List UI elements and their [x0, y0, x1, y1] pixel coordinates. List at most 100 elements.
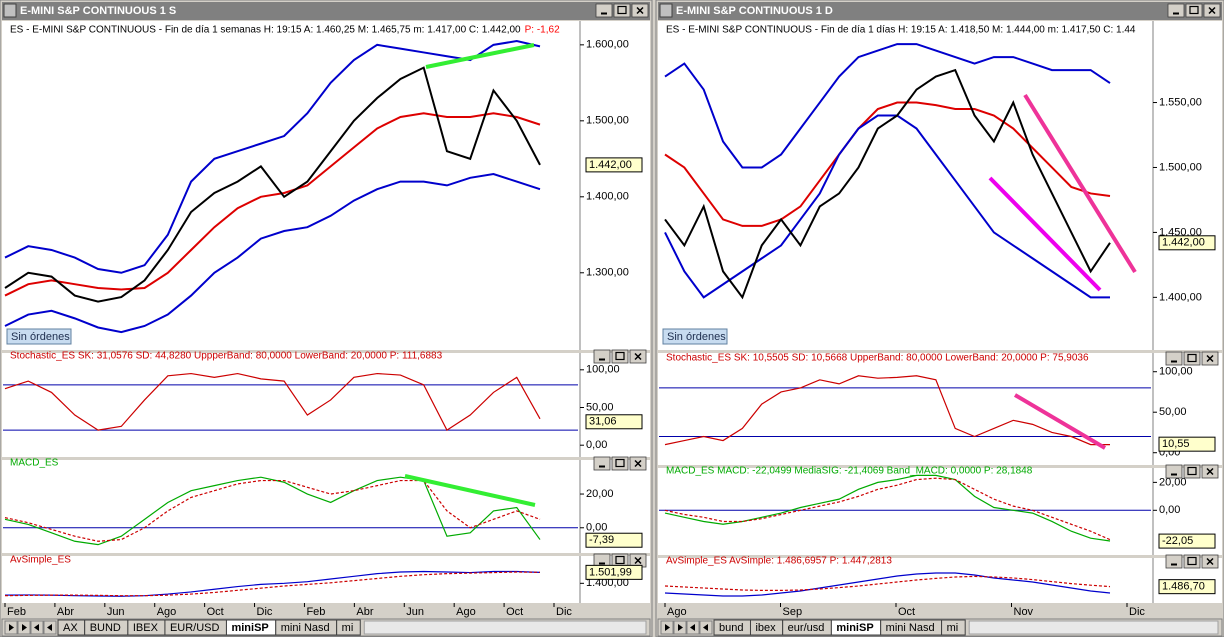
x-tick-label: Abr [57, 606, 74, 618]
value-tag-label: 31,06 [589, 416, 617, 428]
panel-button[interactable] [1165, 464, 1183, 479]
value-tag [1158, 436, 1216, 452]
value-tag [585, 532, 643, 548]
window-icon [659, 3, 673, 18]
series-line [664, 375, 1110, 446]
value-tag [585, 414, 643, 430]
panel-button-glyph [634, 556, 642, 565]
series-line [4, 66, 541, 303]
x-axis-strip [2, 603, 650, 619]
y-tick-label: 50,00 [586, 401, 614, 413]
trend-line [1013, 393, 1107, 450]
tab-nav-arrow [47, 624, 52, 631]
panel-button-glyph [615, 351, 625, 361]
panel-button-glyph [1206, 557, 1214, 566]
tab-label: BUND [90, 622, 121, 634]
tab-nav-arrow [678, 624, 683, 631]
series-line [4, 40, 541, 274]
panel-header: Stochastic_ES SK: 31,0576 SD: 44,8280 Up… [10, 351, 443, 362]
y-tick-label: 1.500,00 [586, 115, 629, 127]
y-tick-label: 1.400,00 [1159, 291, 1202, 303]
window-button[interactable] [595, 3, 613, 18]
panel-header: Stochastic_ES SK: 10,5505 SD: 10,5668 Up… [666, 353, 1089, 364]
series-line [664, 68, 1111, 300]
window-title: E-MINI S&P CONTINUOUS 1 D [676, 5, 833, 17]
trend-line [425, 43, 535, 69]
x-tick-label: Ago [456, 606, 476, 618]
series-line [4, 172, 541, 334]
x-tick-label: Dic [257, 606, 273, 618]
x-tick-label: Feb [7, 606, 26, 618]
panel-button-glyph [1206, 467, 1214, 476]
series-line [4, 571, 541, 597]
x-axis-strip [658, 603, 1222, 619]
panel-button[interactable] [1165, 351, 1183, 366]
tab-nav-arrow [9, 624, 14, 631]
panel-button-glyph [615, 555, 625, 565]
value-tag-label: -7,39 [589, 534, 614, 546]
tab[interactable] [941, 619, 966, 636]
y-tick-label: 1.300,00 [586, 267, 629, 279]
panel-button[interactable] [593, 456, 611, 471]
tab-label: AX [63, 622, 78, 634]
panel-button-glyph [1206, 354, 1214, 363]
value-tag-label: 10,55 [1162, 438, 1190, 450]
trend-line [1023, 93, 1137, 274]
y-tick-label: 1.400,00 [586, 577, 629, 589]
series-line [664, 43, 1111, 169]
panel-header: AvSimple_ES [10, 555, 71, 566]
panel-separator [658, 465, 1222, 468]
x-tick-label: Feb [306, 606, 325, 618]
value-tag [1158, 235, 1216, 251]
y-tick-label: 1.500,00 [1159, 161, 1202, 173]
x-tick-label: Jun [107, 606, 125, 618]
chart-window: E-MINI S&P CONTINUOUS 1 S ES - E-MINI S&P… [0, 0, 653, 637]
panel-separator [2, 350, 650, 353]
value-tag-label: 1.442,00 [1162, 237, 1205, 249]
y-tick-label: 0,00 [586, 439, 607, 451]
tab-nav-arrow [665, 624, 670, 631]
orders-button-label: Sin órdenes [11, 331, 70, 343]
y-tick-label: 0,00 [1159, 504, 1180, 516]
tab[interactable] [336, 619, 361, 636]
tab-label: miniSP [836, 622, 873, 634]
value-tag-label: 1.442,00 [589, 159, 632, 171]
x-tick-label: Nov [1014, 606, 1034, 618]
value-tag-label: 1.486,70 [1162, 581, 1205, 593]
title-bar [2, 2, 650, 20]
value-tag [1158, 579, 1216, 595]
y-tick-label: 20,00 [586, 488, 614, 500]
y-tick-label: 100,00 [1159, 366, 1193, 378]
y-tick-label: 50,00 [1159, 406, 1187, 418]
tab-label: bund [719, 622, 743, 634]
chart-window: E-MINI S&P CONTINUOUS 1 D ES - E-MINI S&P… [655, 0, 1224, 637]
panel-button[interactable] [593, 349, 611, 364]
window-button-glyph [617, 5, 627, 15]
tab-scroll [968, 620, 1219, 635]
tab-label: mi [947, 622, 959, 634]
chart-area [658, 21, 1222, 603]
series-line [664, 572, 1111, 597]
series-line [4, 570, 541, 597]
value-tag [585, 564, 643, 580]
series-line [664, 575, 1111, 592]
title-bar [658, 2, 1222, 20]
tab-label: EUR/USD [170, 622, 220, 634]
series-line [664, 114, 1110, 299]
orders-button[interactable] [662, 328, 728, 345]
tab-label: miniSP [231, 622, 268, 634]
x-tick-label: Ago [157, 606, 177, 618]
orders-button[interactable] [6, 328, 72, 345]
tab-nav-arrow [22, 624, 27, 631]
window-button[interactable] [1167, 3, 1185, 18]
panel-button-glyph [1187, 353, 1197, 363]
tab-scroll [363, 620, 647, 635]
tab-nav-arrow [703, 624, 708, 631]
tab-label: IBEX [133, 622, 159, 634]
panel-header: ES - E-MINI S&P CONTINUOUS - Fin de día … [666, 25, 1136, 36]
tab-nav-arrow [690, 624, 695, 631]
trend-line [988, 176, 1102, 292]
panel-separator [2, 553, 650, 556]
panel-button[interactable] [1165, 554, 1183, 569]
